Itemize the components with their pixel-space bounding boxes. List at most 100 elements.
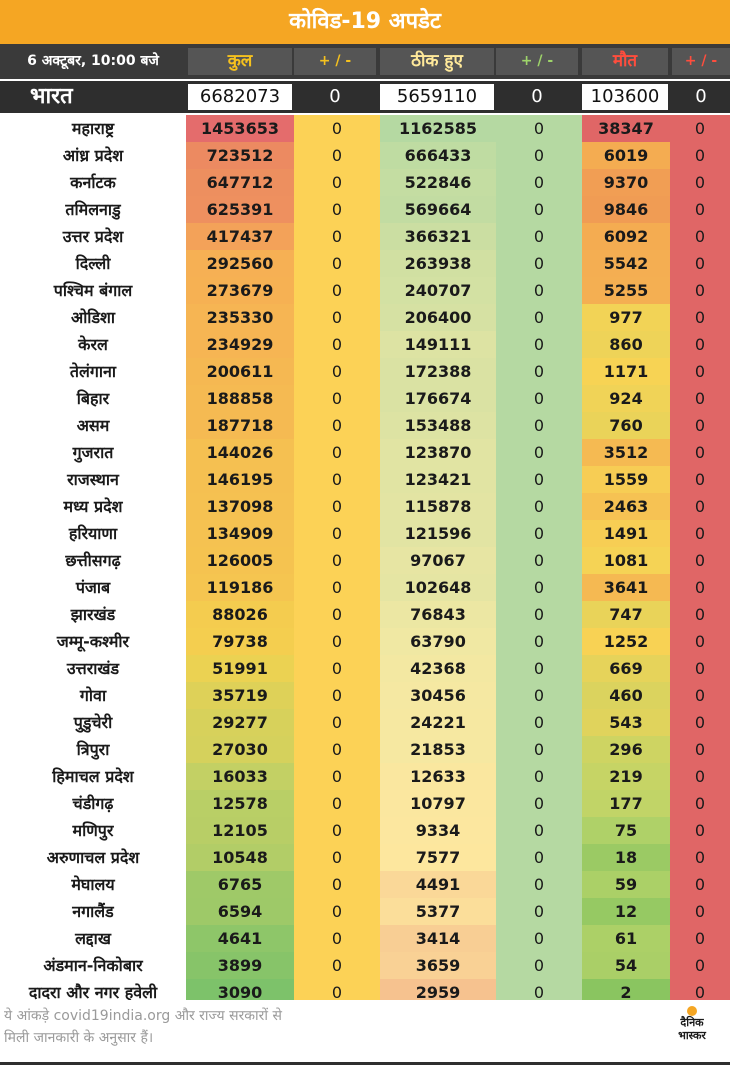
state-deaths: 12 [582,898,670,925]
state-name: हिमाचल प्रदेश [0,763,186,790]
state-total: 146195 [186,466,294,493]
table-row: गुजरात 144026 0 123870 0 3512 0 [0,439,730,466]
state-recovered: 263938 [380,250,496,277]
national-recovered-change: 0 [496,84,578,110]
state-deaths-change: 0 [670,520,730,547]
state-deaths: 1171 [582,358,670,385]
state-recovered: 1162585 [380,115,496,142]
state-deaths: 3512 [582,439,670,466]
state-recovered: 176674 [380,385,496,412]
table-row: दिल्ली 292560 0 263938 0 5542 0 [0,250,730,277]
state-total-change: 0 [294,601,380,628]
state-deaths: 219 [582,763,670,790]
national-total-change: 0 [294,84,376,110]
state-total: 126005 [186,547,294,574]
state-total: 6765 [186,871,294,898]
state-deaths: 543 [582,709,670,736]
state-recovered: 7577 [380,844,496,871]
state-name: हरियाणा [0,520,186,547]
state-deaths: 9370 [582,169,670,196]
state-total: 12578 [186,790,294,817]
state-recovered: 115878 [380,493,496,520]
state-recovered: 5377 [380,898,496,925]
state-recovered-change: 0 [496,304,582,331]
state-total: 647712 [186,169,294,196]
table-row: हिमाचल प्रदेश 16033 0 12633 0 219 0 [0,763,730,790]
state-recovered-change: 0 [496,412,582,439]
state-total: 79738 [186,628,294,655]
state-total: 119186 [186,574,294,601]
state-recovered: 21853 [380,736,496,763]
state-deaths-change: 0 [670,952,730,979]
table-row: मेघालय 6765 0 4491 0 59 0 [0,871,730,898]
state-total: 187718 [186,412,294,439]
state-total: 35719 [186,682,294,709]
state-total-change: 0 [294,196,380,223]
state-name: असम [0,412,186,439]
table-row: पुडुचेरी 29277 0 24221 0 543 0 [0,709,730,736]
state-recovered-change: 0 [496,277,582,304]
state-recovered: 12633 [380,763,496,790]
state-recovered: 63790 [380,628,496,655]
state-total: 273679 [186,277,294,304]
state-total-change: 0 [294,682,380,709]
state-name: मणिपुर [0,817,186,844]
state-recovered: 3659 [380,952,496,979]
state-recovered-change: 0 [496,736,582,763]
state-deaths: 3641 [582,574,670,601]
state-total: 292560 [186,250,294,277]
source-note: ये आंकड़े covid19india.org और राज्य सरका… [4,1005,404,1049]
state-total-change: 0 [294,898,380,925]
state-deaths: 6019 [582,142,670,169]
header-total-change: + / - [294,48,376,75]
table-row: उत्तर प्रदेश 417437 0 366321 0 6092 0 [0,223,730,250]
state-total-change: 0 [294,277,380,304]
state-total-change: 0 [294,412,380,439]
state-total-change: 0 [294,169,380,196]
state-name: ओडिशा [0,304,186,331]
state-name: दिल्ली [0,250,186,277]
state-deaths: 669 [582,655,670,682]
state-recovered-change: 0 [496,844,582,871]
state-recovered-change: 0 [496,196,582,223]
state-recovered: 522846 [380,169,496,196]
state-name: गुजरात [0,439,186,466]
table-row: हरियाणा 134909 0 121596 0 1491 0 [0,520,730,547]
table-row: केरल 234929 0 149111 0 860 0 [0,331,730,358]
state-deaths-change: 0 [670,331,730,358]
state-deaths: 38347 [582,115,670,142]
table-row: झारखंड 88026 0 76843 0 747 0 [0,601,730,628]
table-row: लद्दाख 4641 0 3414 0 61 0 [0,925,730,952]
state-deaths: 5255 [582,277,670,304]
state-recovered-change: 0 [496,331,582,358]
state-recovered-change: 0 [496,223,582,250]
state-total: 6594 [186,898,294,925]
table-row: अरुणाचल प्रदेश 10548 0 7577 0 18 0 [0,844,730,871]
state-total: 4641 [186,925,294,952]
state-deaths-change: 0 [670,547,730,574]
state-recovered-change: 0 [496,439,582,466]
state-recovered-change: 0 [496,142,582,169]
state-total-change: 0 [294,250,380,277]
state-total-change: 0 [294,358,380,385]
state-recovered-change: 0 [496,898,582,925]
brand-logo: दैनिक भास्कर [660,1006,724,1052]
state-name: लद्दाख [0,925,186,952]
table-row: राजस्थान 146195 0 123421 0 1559 0 [0,466,730,493]
table-row: बिहार 188858 0 176674 0 924 0 [0,385,730,412]
state-recovered-change: 0 [496,520,582,547]
state-deaths-change: 0 [670,601,730,628]
state-recovered: 172388 [380,358,496,385]
bottom-rule [0,1062,730,1065]
state-recovered: 24221 [380,709,496,736]
state-total-change: 0 [294,142,380,169]
state-recovered: 42368 [380,655,496,682]
state-recovered-change: 0 [496,169,582,196]
state-deaths: 18 [582,844,670,871]
state-name: महाराष्ट्र [0,115,186,142]
state-name: झारखंड [0,601,186,628]
state-recovered: 4491 [380,871,496,898]
state-name: पुडुचेरी [0,709,186,736]
state-name: चंडीगढ़ [0,790,186,817]
state-total: 29277 [186,709,294,736]
